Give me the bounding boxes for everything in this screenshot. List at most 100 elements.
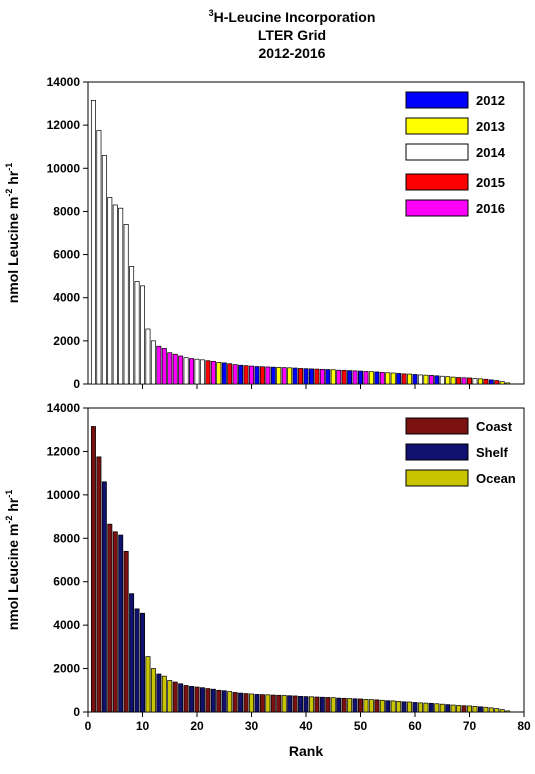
bar [396, 373, 402, 385]
bar [477, 706, 483, 713]
y-tick-label: 8000 [53, 204, 80, 218]
bar [178, 683, 184, 713]
bottom-panel: 0 2000 4000 6000 8000 10000 12000 14000 0 10 20 30 4… [4, 401, 531, 759]
bar [287, 695, 293, 713]
chart-title-line3: 2012-2016 [259, 45, 326, 61]
bar [347, 698, 353, 713]
bar [281, 695, 287, 713]
bar [221, 690, 227, 713]
bar [134, 608, 140, 713]
bar [472, 706, 478, 713]
bar [232, 692, 238, 713]
x-tick-label: 10 [136, 719, 150, 733]
x-tick-label: 60 [408, 719, 422, 733]
y-axis-title-part: hr [5, 497, 21, 515]
y-axis-title-part: hr [5, 170, 21, 188]
bar [112, 531, 118, 713]
bar [210, 688, 216, 713]
bar [494, 380, 500, 385]
bar [401, 701, 407, 713]
bar [287, 367, 293, 385]
bar [172, 681, 178, 713]
bar [439, 375, 445, 385]
bar [298, 696, 304, 713]
bar [210, 361, 216, 385]
bar [107, 197, 113, 385]
bar [363, 371, 369, 385]
bar [319, 696, 325, 713]
y-tick-label: 2000 [53, 662, 80, 676]
bar [385, 700, 391, 713]
bar [347, 370, 353, 385]
bar [363, 699, 369, 713]
legend-swatch [405, 469, 469, 487]
bar [450, 376, 456, 385]
x-tick-label: 20 [190, 719, 204, 733]
bar [270, 694, 276, 713]
bar [434, 375, 440, 385]
y-axis-title-part: nmol Leucine m [5, 524, 21, 631]
legend-swatch [405, 173, 469, 191]
bar [145, 328, 151, 385]
y-axis-title-part: -2 [4, 516, 14, 524]
y-tick-label: 0 [73, 377, 80, 391]
y-axis-title-part: -1 [4, 163, 14, 171]
bar [205, 360, 211, 385]
bar [238, 364, 244, 385]
bar [249, 365, 254, 385]
y-axis-title-part: -2 [4, 189, 14, 197]
bar [123, 550, 129, 713]
legend-label: Ocean [476, 471, 516, 486]
bar [265, 366, 271, 385]
y-tick-label: 6000 [53, 575, 80, 589]
legend-label: Shelf [476, 445, 508, 460]
bar [488, 707, 494, 713]
legend-label: 2015 [476, 175, 505, 190]
bar [445, 376, 451, 385]
bar [238, 692, 244, 713]
title-superscript: 3 [209, 8, 214, 18]
y-axis-title: nmol Leucine m-2 hr-1 [4, 163, 21, 304]
bar [140, 612, 145, 713]
bar [167, 352, 173, 385]
bar [194, 358, 200, 385]
bar [194, 686, 200, 713]
bar [368, 371, 374, 385]
bar [276, 694, 282, 713]
bar [107, 523, 113, 713]
bar [183, 357, 189, 385]
x-tick-label: 30 [245, 719, 259, 733]
bar [352, 370, 358, 385]
bar [167, 680, 173, 713]
y-tick-label: 14000 [47, 401, 81, 415]
bar [374, 699, 380, 713]
bar [265, 694, 271, 713]
legend-swatch [405, 143, 469, 161]
y-axis-title: nmol Leucine m-2 hr-1 [4, 490, 21, 631]
y-tick-label: 4000 [53, 291, 80, 305]
bar [308, 368, 314, 385]
y-axis-title-part: nmol Leucine m [5, 197, 21, 304]
bar [461, 377, 467, 385]
bar [276, 367, 282, 385]
bar [216, 362, 222, 385]
bar [90, 426, 96, 713]
legend-label: 2012 [476, 93, 505, 108]
bar [407, 701, 413, 713]
chart-title-line2: LTER Grid [258, 27, 326, 43]
y-tick-label: 14000 [47, 75, 81, 89]
bar [189, 686, 195, 713]
legend-swatch [405, 443, 469, 461]
bar [161, 348, 167, 385]
bar [118, 534, 124, 713]
bar [281, 367, 287, 385]
bar [390, 700, 396, 713]
bar [461, 705, 467, 713]
bar [292, 367, 298, 385]
bar [396, 701, 402, 713]
bar [101, 481, 107, 713]
bar [477, 378, 483, 385]
